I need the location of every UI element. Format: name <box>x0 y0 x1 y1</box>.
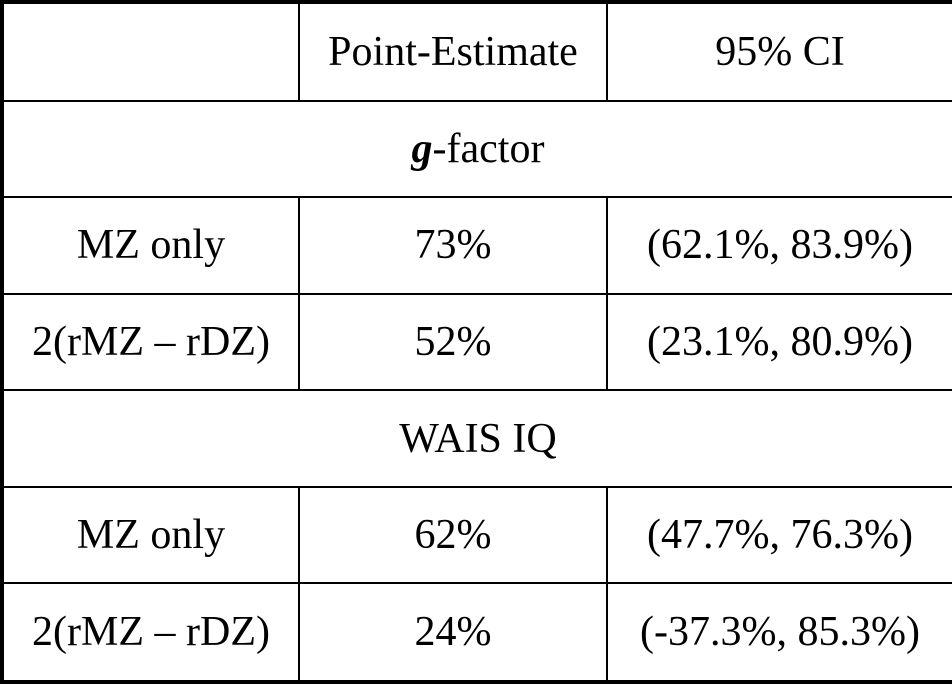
row-estimate: 24% <box>298 582 608 683</box>
row-label: MZ only <box>1 485 300 585</box>
table-row: 2(rMZ – rDZ) 24% (-37.3%, 85.3%) <box>1 582 952 683</box>
row-estimate: 73% <box>298 196 608 295</box>
section-title-italic-part: g <box>411 125 433 172</box>
table-row: MZ only 73% (62.1%, 83.9%) <box>1 196 952 295</box>
section-row-wais-iq: WAIS IQ <box>1 389 952 488</box>
section-title-rest-part: -factor <box>432 125 545 172</box>
section-title-wais-iq: WAIS IQ <box>1 389 952 488</box>
section-title-rest-part: WAIS IQ <box>399 415 557 462</box>
row-estimate: 52% <box>298 292 608 392</box>
row-estimate: 62% <box>298 485 608 585</box>
header-row: Point-Estimate 95% CI <box>1 1 952 102</box>
row-ci: (-37.3%, 85.3%) <box>606 582 952 683</box>
header-95-ci: 95% CI <box>606 1 952 102</box>
row-ci: (47.7%, 76.3%) <box>606 485 952 585</box>
row-ci: (23.1%, 80.9%) <box>606 292 952 392</box>
section-title-g-factor: g-factor <box>1 99 952 199</box>
table-row: MZ only 62% (47.7%, 76.3%) <box>1 485 952 585</box>
table-row: 2(rMZ – rDZ) 52% (23.1%, 80.9%) <box>1 292 952 392</box>
section-row-g-factor: g-factor <box>1 99 952 199</box>
row-label: MZ only <box>1 196 300 295</box>
header-point-estimate: Point-Estimate <box>298 1 608 102</box>
header-empty-cell <box>1 1 300 102</box>
row-ci: (62.1%, 83.9%) <box>606 196 952 295</box>
row-label: 2(rMZ – rDZ) <box>1 582 300 683</box>
row-label: 2(rMZ – rDZ) <box>1 292 300 392</box>
